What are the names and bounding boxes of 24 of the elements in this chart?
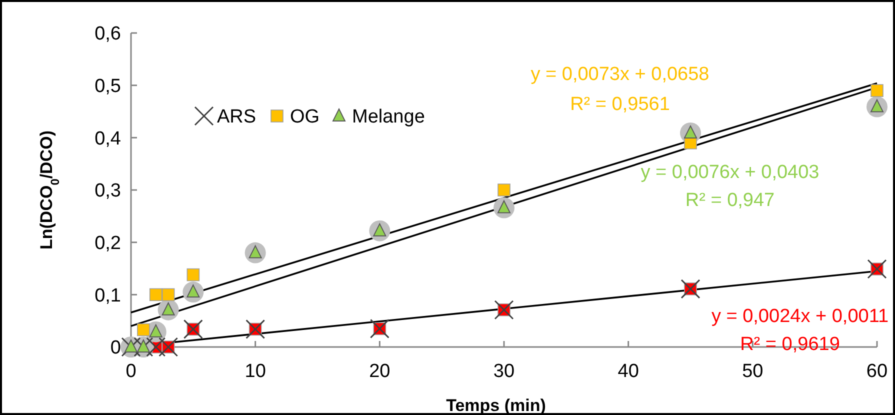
annotation: y = 0,0073x + 0,0658	[530, 64, 710, 85]
x-tick-label: 40	[618, 361, 639, 382]
x-tick-label: 20	[369, 361, 390, 382]
legend-label: Melange	[352, 106, 425, 128]
annotation: R² = 0,9561	[570, 94, 670, 115]
legend-label: ARS	[217, 106, 256, 128]
annotation: y = 0,0076x + 0,0403	[640, 162, 820, 183]
y-tick-label: 0,2	[94, 232, 121, 254]
y-tick-label: 0,1	[94, 285, 121, 306]
y-tick-label: 0,5	[94, 76, 121, 97]
annotation: y = 0,0024x + 0,0011	[711, 306, 889, 327]
annotation: R² = 0,947	[685, 190, 775, 211]
annotation: R² = 0,9619	[740, 334, 840, 355]
x-tick-label: 30	[493, 361, 515, 382]
y-tick-label: 0,6	[94, 24, 121, 45]
x-axis-title: Temps (min)	[446, 396, 546, 415]
x-tick-label: 10	[244, 361, 266, 382]
x-tick-label: 60	[866, 361, 888, 382]
legend-label: OG	[290, 106, 320, 128]
y-tick-label: 0	[110, 338, 121, 359]
y-tick-label: 0,3	[94, 180, 121, 202]
x-tick-label: 0	[126, 361, 136, 382]
x-tick-label: 50	[742, 361, 764, 382]
y-tick-label: 0,4	[94, 128, 122, 150]
